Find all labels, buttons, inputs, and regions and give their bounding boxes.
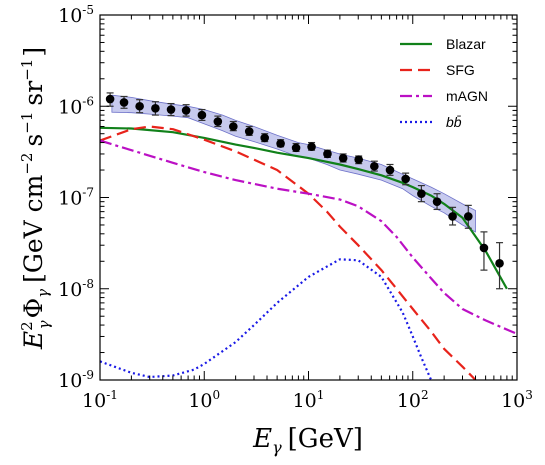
data-marker [181, 106, 191, 115]
data-marker [432, 197, 442, 206]
data-point [229, 120, 238, 132]
data-point [338, 153, 348, 163]
data-point [291, 142, 301, 153]
data-point [354, 155, 363, 165]
data-point [151, 101, 160, 116]
x-tick-label: 102 [397, 388, 429, 412]
data-point [197, 108, 207, 121]
data-point [213, 115, 223, 128]
data-point [166, 102, 176, 117]
series-line-0 [100, 126, 508, 290]
model-curves-layer [100, 125, 517, 380]
series-line-1 [100, 125, 477, 380]
data-point [119, 95, 129, 109]
data-marker [105, 94, 115, 104]
x-axis-label: Eγ [GeV] [252, 424, 363, 457]
data-marker [417, 189, 426, 199]
x-tick-label: 101 [293, 388, 325, 412]
data-marker [448, 212, 457, 221]
data-point [244, 125, 254, 136]
data-marker [401, 174, 410, 184]
data-marker [479, 243, 489, 253]
uncertainty-band-layer [111, 94, 476, 233]
legend: Blazar SFG mAGN bb̄ [400, 36, 488, 130]
data-point [260, 133, 269, 143]
data-marker [119, 98, 129, 107]
data-marker [166, 105, 176, 114]
data-point [323, 149, 332, 159]
data-point [401, 172, 410, 186]
data-marker [323, 149, 332, 159]
x-tick-label: 10-1 [82, 388, 118, 412]
y-axis-label: E2γΦγ[GeV cm−2s−1sr−1] [18, 47, 53, 350]
data-marker [354, 155, 363, 164]
data-marker [260, 133, 269, 143]
data-marker [338, 153, 348, 163]
data-marker [276, 139, 285, 148]
x-tick-label: 103 [501, 388, 533, 412]
data-point [463, 204, 473, 229]
data-marker [291, 143, 301, 153]
data-point [276, 139, 285, 148]
legend-label-1: SFG [446, 62, 475, 78]
x-tick-label: 100 [188, 388, 220, 412]
y-tick-label: 10-8 [58, 277, 94, 301]
series-line-3 [100, 258, 433, 380]
data-points-layer [105, 92, 504, 290]
data-marker [229, 122, 238, 131]
data-marker [244, 127, 254, 136]
data-point [135, 99, 144, 114]
data-point [432, 193, 442, 211]
uncertainty-band [111, 94, 476, 233]
data-marker [495, 259, 504, 268]
data-marker [213, 117, 223, 126]
legend-label-0: Blazar [446, 36, 486, 52]
y-tick-label: 10-9 [58, 368, 94, 392]
data-point [448, 206, 457, 226]
series-line-2 [100, 139, 517, 335]
data-point [495, 242, 504, 290]
data-point [181, 104, 191, 117]
y-tick-label: 10-7 [58, 186, 94, 210]
data-point [370, 160, 379, 172]
legend-label-2: mAGN [446, 88, 488, 104]
data-point [385, 163, 395, 176]
data-marker [370, 161, 379, 171]
data-marker [385, 165, 395, 175]
data-marker [151, 103, 160, 113]
data-marker [463, 212, 473, 221]
data-marker [197, 110, 207, 120]
axes-layer: 10-1 100 101 102 103 10-9 10-8 10-7 10-6 10-5 [58, 3, 533, 412]
data-marker [135, 101, 144, 111]
y-tick-label: 10-5 [58, 3, 94, 27]
data-point [417, 185, 426, 203]
data-point [479, 231, 489, 271]
data-marker [307, 142, 316, 152]
legend-label-3: bb̄ [446, 114, 462, 130]
y-tick-label: 10-6 [58, 94, 94, 118]
data-point [307, 141, 316, 152]
